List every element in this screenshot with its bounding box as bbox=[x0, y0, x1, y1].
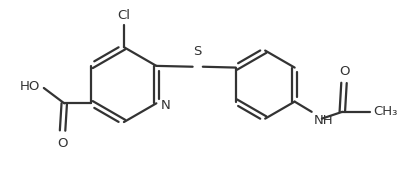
Text: Cl: Cl bbox=[117, 9, 130, 22]
Text: HO: HO bbox=[20, 80, 41, 93]
Text: CH₃: CH₃ bbox=[373, 105, 397, 118]
Text: O: O bbox=[57, 137, 68, 150]
Text: N: N bbox=[161, 99, 170, 112]
Text: S: S bbox=[194, 45, 202, 58]
Text: O: O bbox=[339, 65, 349, 78]
Text: NH: NH bbox=[313, 114, 333, 127]
